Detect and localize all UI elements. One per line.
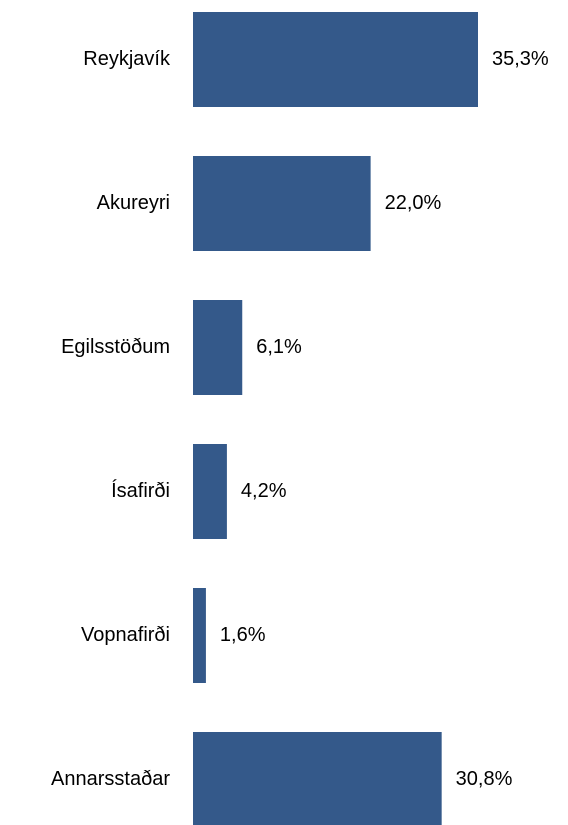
bar [193,588,206,683]
category-label: Vopnafirði [81,624,170,646]
value-label: 22,0% [385,192,442,214]
value-label: 6,1% [256,336,302,358]
bar [193,300,243,395]
category-label: Akureyri [97,192,170,214]
bar [193,732,442,825]
category-label: Annarsstaðar [51,768,170,790]
value-label: 1,6% [220,624,266,646]
value-label: 30,8% [456,768,513,790]
bar [193,156,371,251]
bar [193,12,478,107]
value-label: 35,3% [492,48,549,70]
category-label: Reykjavík [83,48,171,70]
category-label: Ísafirði [111,479,170,502]
category-label: Egilsstöðum [61,336,170,358]
value-label: 4,2% [241,480,287,502]
bar [193,444,227,539]
